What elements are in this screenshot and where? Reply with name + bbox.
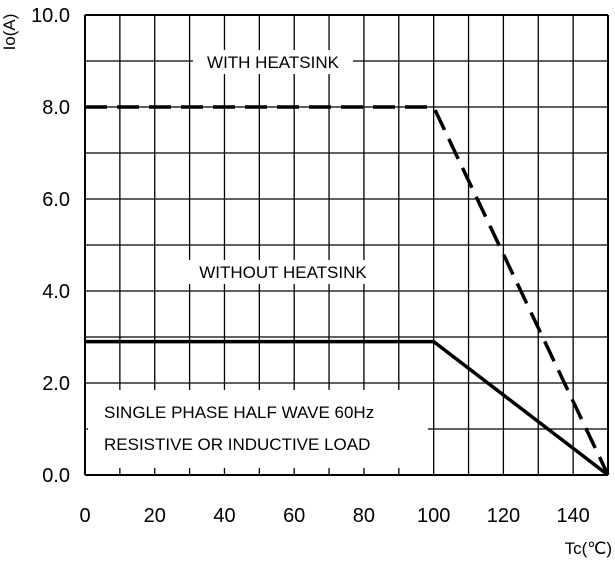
series-line-without-heatsink [85,339,610,477]
y-tick-label: 0.0 [42,465,70,487]
x-tick-label: 20 [144,505,166,527]
series-label-with-heatsink: WITH HEATSINK [207,53,340,72]
series-group [85,105,610,477]
annotation-line-2: RESISTIVE OR INDUCTIVE LOAD [104,435,370,454]
x-axis-title: Tc(℃) [565,539,612,558]
annotation-box: SINGLE PHASE HALF WAVE 60Hz RESISTIVE OR… [88,390,428,468]
x-tick-label: 120 [487,505,520,527]
y-tick-labels: 0.0 2.0 4.0 6.0 8.0 10.0 [31,5,70,487]
x-tick-label: 140 [556,505,589,527]
x-tick-label: 60 [283,505,305,527]
y-tick-label: 8.0 [42,97,70,119]
y-tick-label: 10.0 [31,5,70,27]
series-label-without-heatsink: WITHOUT HEATSINK [199,263,367,282]
series-label-without-heatsink-bg [188,260,378,284]
series-line-with-heatsink [85,105,610,476]
y-axis-title: Io(A) [0,14,19,51]
y-tick-label: 6.0 [42,189,70,211]
x-tick-label: 40 [213,505,235,527]
x-tick-labels: 0 20 40 60 80 100 120 140 [79,505,589,527]
x-tick-label: 0 [79,505,90,527]
y-tick-label: 4.0 [42,281,70,303]
annotation-line-1: SINGLE PHASE HALF WAVE 60Hz [104,403,374,422]
series-labels: WITH HEATSINK WITHOUT HEATSINK [188,50,378,284]
x-tick-label: 80 [353,505,375,527]
x-tick-label: 100 [417,505,450,527]
series-label-with-heatsink-bg [193,50,353,74]
y-tick-label: 2.0 [42,373,70,395]
